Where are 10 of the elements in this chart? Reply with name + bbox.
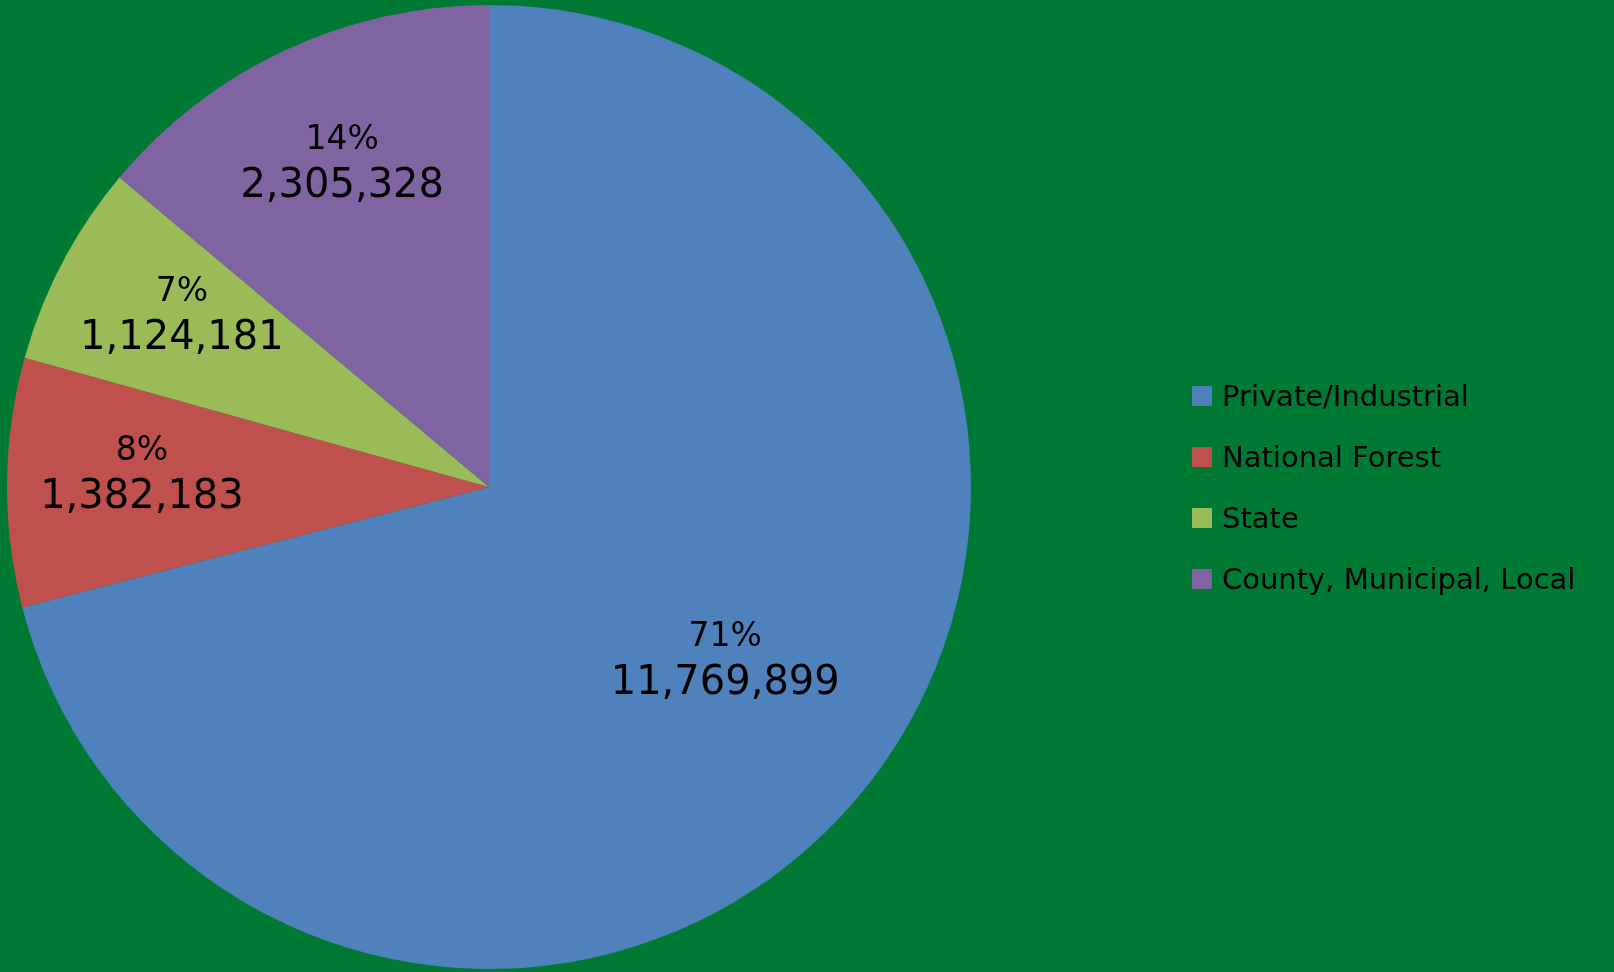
legend-label: State: [1222, 501, 1299, 535]
data-label: 8% 1,382,183: [40, 428, 244, 517]
legend-label: National Forest: [1222, 440, 1442, 474]
pie-slice: [22, 5, 971, 969]
legend-label: County, Municipal, Local: [1222, 562, 1576, 596]
legend-label: Private/Industrial: [1222, 379, 1469, 413]
data-label: 14% 2,305,328: [240, 117, 444, 206]
pie-slice: [7, 357, 489, 608]
data-label: 71% 11,769,899: [610, 615, 840, 704]
data-label: 7% 1,124,181: [80, 270, 284, 359]
